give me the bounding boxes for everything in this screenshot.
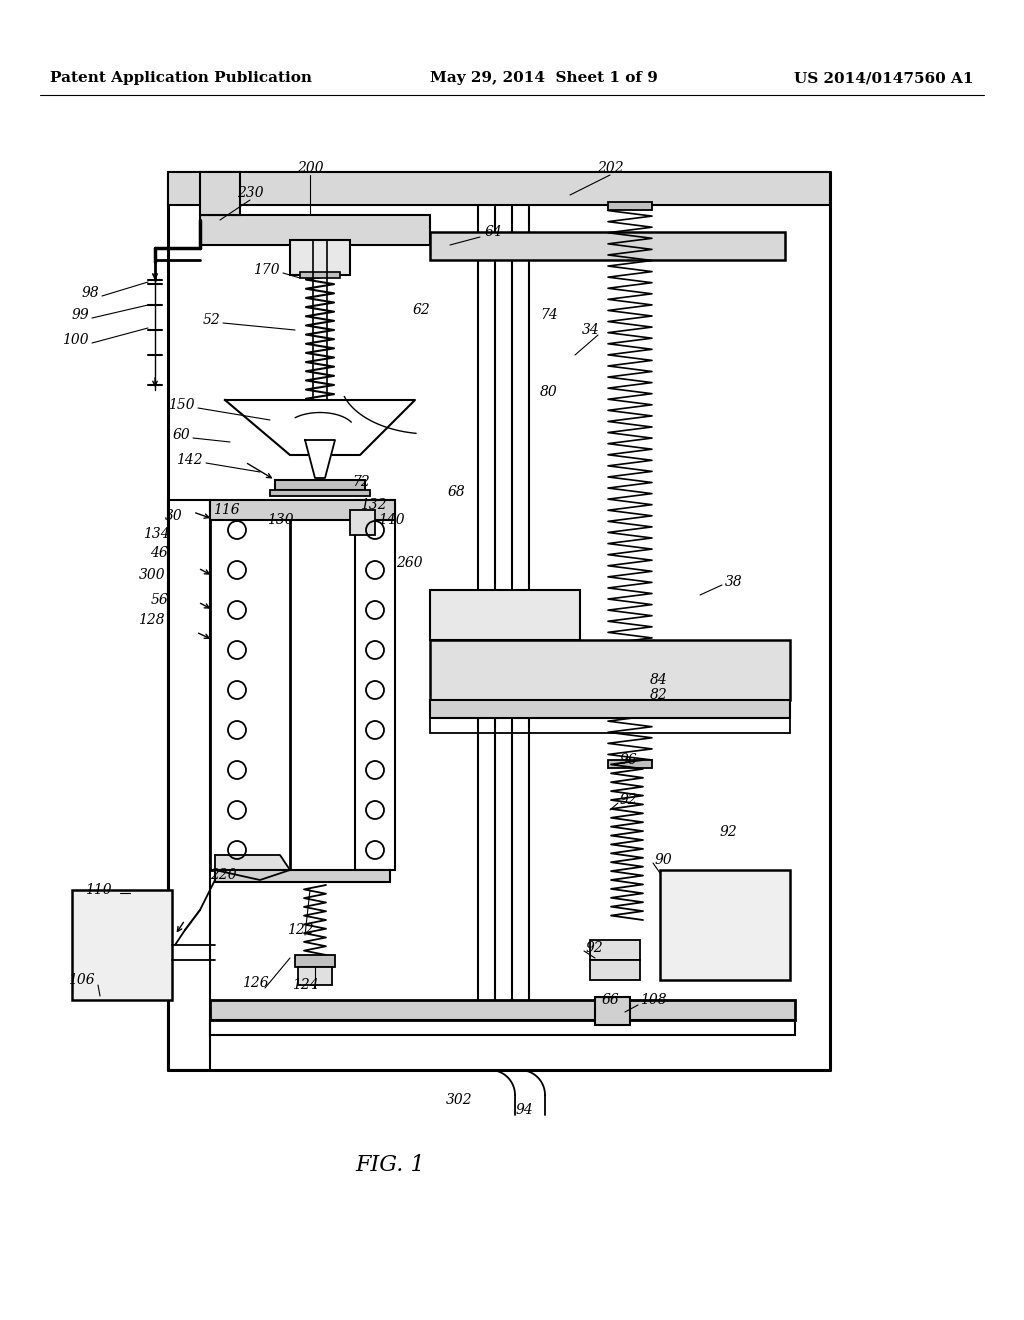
- Text: 302: 302: [445, 1093, 472, 1107]
- Text: 170: 170: [253, 263, 280, 277]
- Text: 34: 34: [583, 323, 600, 337]
- Text: 46: 46: [151, 546, 168, 560]
- Bar: [295, 954, 335, 968]
- Bar: [355, 500, 395, 870]
- Bar: [608, 760, 652, 768]
- Text: 202: 202: [597, 161, 624, 176]
- Text: 74: 74: [540, 308, 558, 322]
- Bar: [590, 960, 640, 979]
- Text: US 2014/0147560 A1: US 2014/0147560 A1: [795, 71, 974, 84]
- Text: 110: 110: [85, 883, 112, 898]
- Bar: [350, 510, 375, 535]
- Bar: [430, 232, 785, 260]
- Text: 106: 106: [68, 973, 94, 987]
- Bar: [430, 700, 790, 718]
- Bar: [215, 870, 390, 882]
- Text: 96: 96: [620, 752, 638, 767]
- Text: 122: 122: [287, 923, 313, 937]
- Text: 80: 80: [540, 385, 558, 399]
- Text: 94: 94: [516, 1104, 534, 1117]
- Text: 52: 52: [203, 313, 220, 327]
- Text: 60: 60: [172, 428, 190, 442]
- Text: Patent Application Publication: Patent Application Publication: [50, 71, 312, 84]
- Bar: [590, 940, 640, 960]
- Text: 124: 124: [292, 978, 318, 993]
- Polygon shape: [215, 855, 290, 880]
- Bar: [290, 240, 350, 275]
- Bar: [72, 890, 172, 1001]
- Text: 140: 140: [378, 513, 404, 527]
- Bar: [210, 500, 290, 870]
- Text: 92: 92: [720, 825, 737, 840]
- Text: 84: 84: [650, 673, 668, 686]
- Text: 62: 62: [413, 304, 430, 317]
- Bar: [660, 870, 790, 979]
- Text: 130: 130: [266, 513, 293, 527]
- Bar: [168, 172, 830, 205]
- Text: 128: 128: [138, 612, 165, 627]
- Bar: [300, 272, 340, 279]
- Text: 200: 200: [297, 161, 324, 176]
- Text: May 29, 2014  Sheet 1 of 9: May 29, 2014 Sheet 1 of 9: [430, 71, 657, 84]
- Text: 90: 90: [655, 853, 673, 867]
- Text: 38: 38: [725, 576, 742, 589]
- Text: 150: 150: [168, 399, 195, 412]
- Text: 126: 126: [242, 975, 268, 990]
- Text: 66: 66: [602, 993, 620, 1007]
- Bar: [608, 202, 652, 210]
- Text: 72: 72: [352, 475, 370, 488]
- Bar: [595, 997, 630, 1026]
- Text: 64: 64: [485, 224, 503, 239]
- Bar: [168, 500, 210, 1071]
- Text: 99: 99: [72, 308, 89, 322]
- Text: 108: 108: [640, 993, 667, 1007]
- Bar: [313, 240, 327, 400]
- Bar: [430, 718, 790, 733]
- Bar: [298, 968, 332, 985]
- Text: 92: 92: [586, 941, 604, 954]
- Bar: [210, 1001, 795, 1020]
- Text: 220: 220: [210, 869, 237, 882]
- Text: 300: 300: [138, 568, 165, 582]
- Text: FIG. 1: FIG. 1: [355, 1154, 425, 1176]
- Polygon shape: [225, 400, 415, 455]
- Text: 134: 134: [143, 527, 170, 541]
- Text: 260: 260: [396, 556, 423, 570]
- Text: 116: 116: [213, 503, 240, 517]
- Text: 230: 230: [237, 186, 263, 201]
- Bar: [210, 500, 395, 520]
- Text: 132: 132: [360, 498, 387, 512]
- Text: 100: 100: [62, 333, 89, 347]
- Polygon shape: [305, 440, 335, 478]
- Text: 98: 98: [81, 286, 99, 300]
- Text: 56: 56: [151, 593, 168, 607]
- Bar: [200, 215, 430, 246]
- Text: 30: 30: [165, 510, 183, 523]
- Text: 68: 68: [447, 484, 465, 499]
- Bar: [430, 640, 790, 700]
- Text: 92: 92: [620, 793, 638, 807]
- Bar: [210, 1020, 795, 1035]
- Text: 142: 142: [176, 453, 203, 467]
- Bar: [200, 172, 240, 215]
- Bar: [430, 590, 580, 640]
- Bar: [275, 480, 365, 490]
- Text: 82: 82: [650, 688, 668, 702]
- Bar: [270, 490, 370, 496]
